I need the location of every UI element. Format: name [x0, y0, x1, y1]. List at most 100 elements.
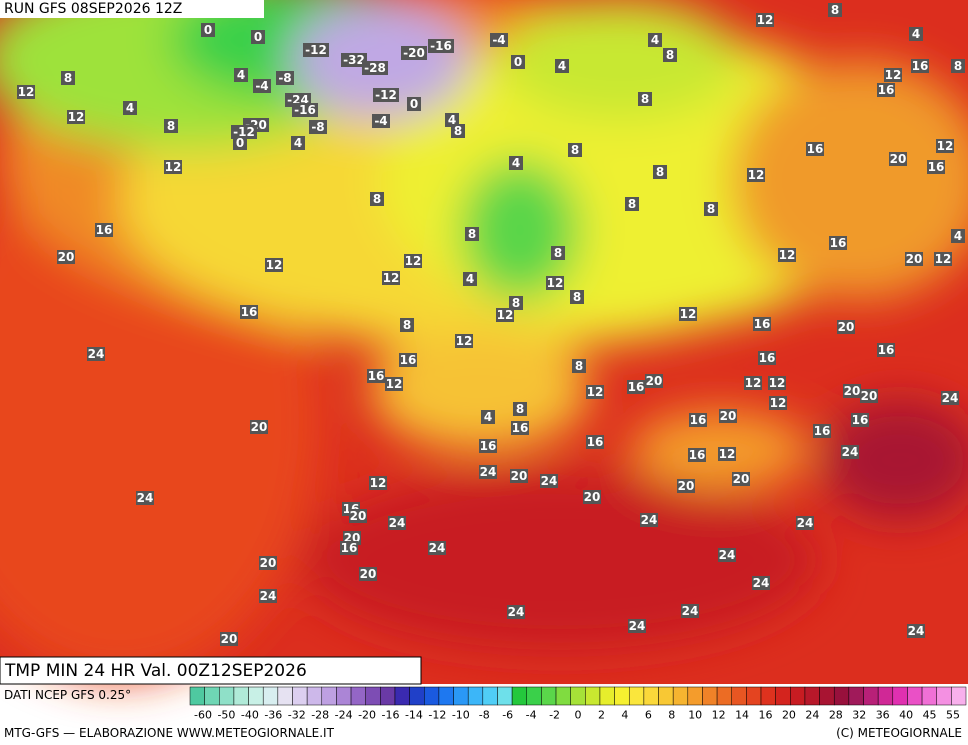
temp-value: 12 [680, 307, 697, 321]
temp-value: 20 [511, 469, 528, 483]
temp-label: 8 [513, 402, 527, 416]
temp-label: 16 [511, 421, 529, 435]
label-box [490, 33, 508, 47]
temp-value: -4 [492, 33, 505, 47]
legend-swatch [599, 686, 615, 706]
temp-value: 4 [126, 101, 134, 115]
label-box [265, 258, 283, 272]
temp-label: 16 [753, 317, 771, 331]
temp-value: 16 [400, 353, 417, 367]
legend-swatch [716, 686, 732, 706]
legend-label: 20 [782, 709, 796, 722]
temp-value: 8 [167, 119, 175, 133]
temp-label: 12 [934, 252, 952, 266]
temp-value: 24 [842, 445, 859, 459]
temp-value: 24 [429, 541, 446, 555]
label-box [259, 556, 277, 570]
legend-swatch [907, 686, 923, 706]
legend-swatch [614, 686, 630, 706]
legend-swatch [306, 686, 323, 706]
temp-value: 20 [720, 409, 737, 423]
label-box [677, 479, 695, 493]
footer-left: MTG-GFS — ELABORAZIONE WWW.METEOGIORNALE… [4, 726, 335, 740]
temp-label: 16 [851, 413, 869, 427]
temp-label: 16 [479, 439, 497, 453]
legend-label: 6 [645, 709, 652, 722]
temp-label: 24 [87, 347, 105, 361]
temp-label: -16 [292, 103, 318, 117]
legend-swatch [321, 686, 337, 706]
label-box [679, 307, 697, 321]
temp-value: 24 [541, 474, 558, 488]
temp-value: -20 [403, 46, 425, 60]
temp-label: 8 [572, 359, 586, 373]
temp-value: -12 [305, 43, 327, 57]
temp-value: 20 [844, 384, 861, 398]
temp-label: 0 [251, 30, 265, 44]
temp-label: 24 [907, 624, 925, 638]
footer-right: (C) METEOGIORNALE [836, 726, 962, 740]
temp-value: 4 [448, 113, 456, 127]
temp-value: -8 [311, 120, 324, 134]
temp-label: 16 [688, 448, 706, 462]
legend-label: -10 [452, 709, 470, 722]
temp-label: 24 [640, 513, 658, 527]
label-box [941, 391, 959, 405]
temp-value: 8 [571, 143, 579, 157]
label-box [479, 439, 497, 453]
label-box [753, 317, 771, 331]
temp-value: 4 [651, 33, 659, 47]
label-box [744, 376, 762, 390]
legend-swatch [731, 686, 747, 706]
temp-label: 12 [385, 377, 403, 391]
temp-label: 12 [546, 276, 564, 290]
temp-label: 0 [511, 55, 525, 69]
temp-label: 24 [388, 516, 406, 530]
temp-label: 24 [841, 445, 859, 459]
temp-value: 12 [18, 85, 35, 99]
label-box [510, 469, 528, 483]
label-box [240, 305, 258, 319]
temp-label: 20 [359, 567, 377, 581]
temp-label: 16 [813, 424, 831, 438]
temp-label: 12 [936, 139, 954, 153]
temp-label: -32 [341, 53, 367, 67]
temp-label: 24 [752, 576, 770, 590]
temp-value: 8 [575, 359, 583, 373]
legend-swatch [277, 686, 293, 706]
temp-value: 4 [912, 27, 920, 41]
temp-value: 4 [484, 410, 492, 424]
temp-value: 8 [831, 3, 839, 17]
temp-value: 16 [241, 305, 258, 319]
temp-label: 8 [370, 192, 384, 206]
temp-label: 16 [340, 541, 358, 555]
temp-label: -12 [231, 125, 257, 139]
label-box [513, 402, 527, 416]
label-box [17, 85, 35, 99]
label-box [373, 88, 399, 102]
label-box [201, 23, 215, 37]
label-box [136, 491, 154, 505]
temp-value: 12 [935, 252, 952, 266]
label-box [704, 202, 718, 216]
map-background [0, 0, 968, 684]
temp-label: 8 [451, 124, 465, 138]
legend-swatch [482, 686, 498, 706]
label-box [292, 103, 318, 117]
temp-value: -32 [343, 53, 365, 67]
label-box [752, 576, 770, 590]
label-box [951, 59, 965, 73]
legend-swatch [863, 686, 879, 706]
legend-swatch [848, 686, 864, 706]
temp-label: -4 [253, 79, 271, 93]
temp-value: 12 [769, 376, 786, 390]
temp-label: 12 [369, 476, 387, 490]
label-box [688, 448, 706, 462]
label-box [123, 101, 137, 115]
label-box [231, 125, 257, 139]
temp-label: 8 [663, 48, 677, 62]
temp-label: 20 [250, 420, 268, 434]
temp-label: -28 [362, 61, 388, 75]
label-box [359, 567, 377, 581]
label-box [889, 152, 907, 166]
